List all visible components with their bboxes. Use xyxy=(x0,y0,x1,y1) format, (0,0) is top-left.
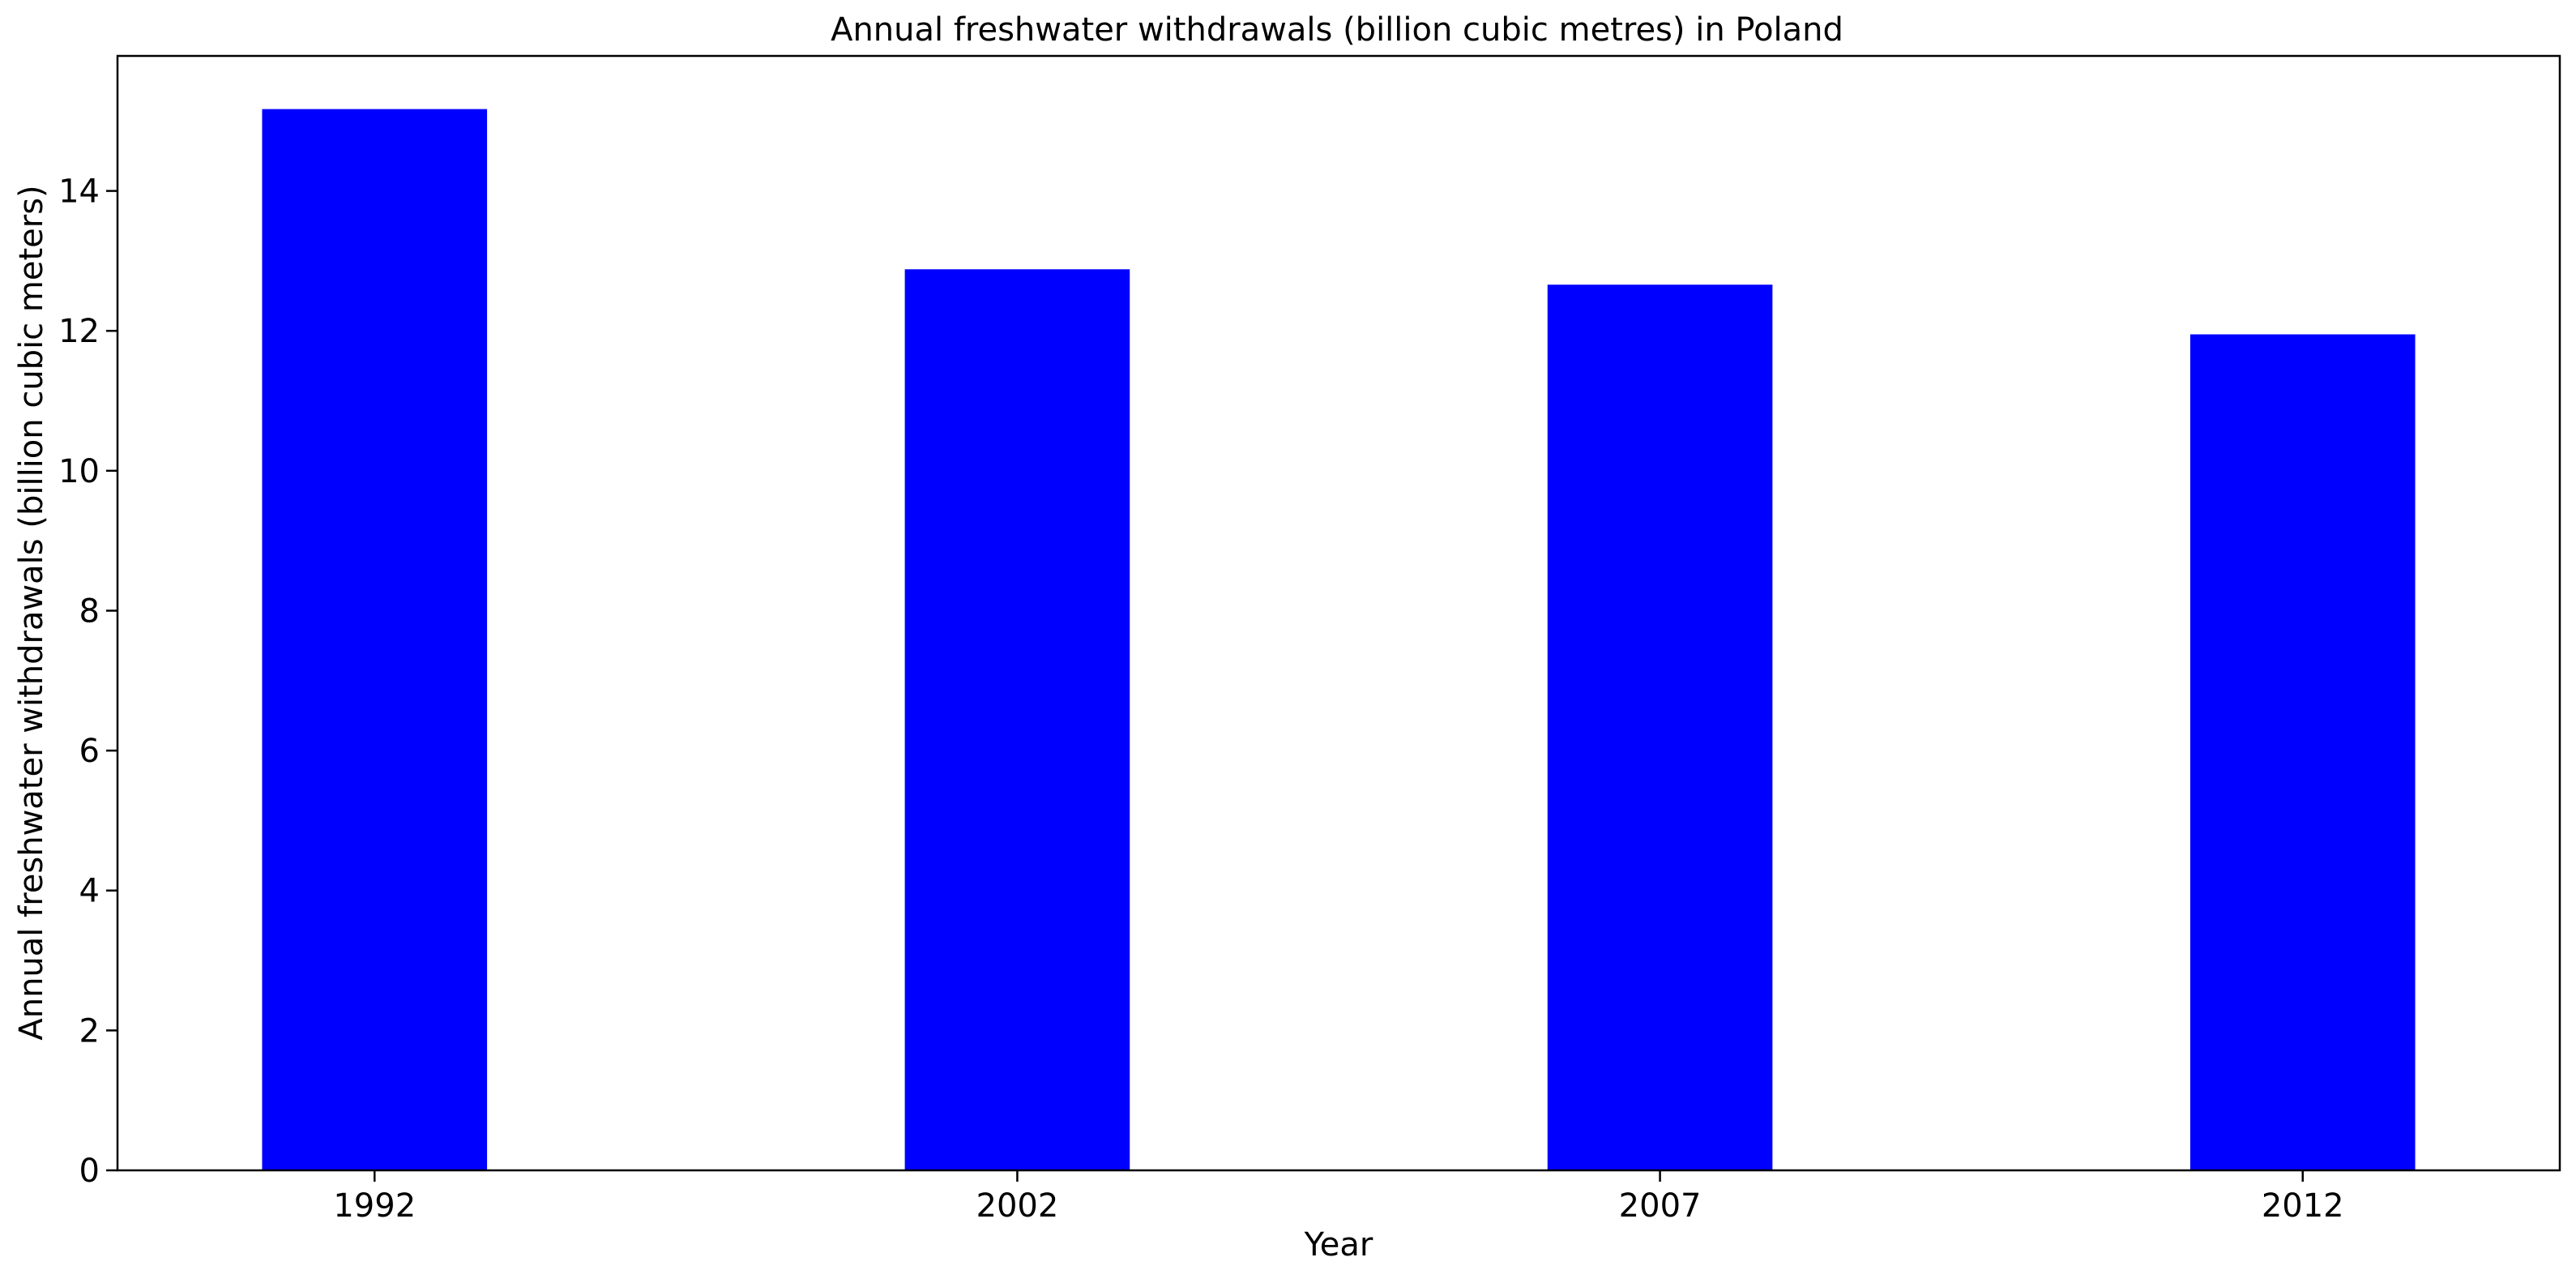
x-axis-label: Year xyxy=(1304,1226,1373,1264)
y-axis-label: Annual freshwater withdrawals (billion c… xyxy=(13,185,50,1040)
bars-group xyxy=(262,109,2416,1171)
bar-2007 xyxy=(1547,284,1773,1170)
chart-title: Annual freshwater withdrawals (billion c… xyxy=(831,11,1843,49)
x-tick-label: 2012 xyxy=(2262,1187,2344,1225)
bar-2012 xyxy=(2189,334,2416,1171)
bar-2002 xyxy=(904,269,1130,1171)
bar-1992 xyxy=(262,109,488,1171)
y-axis-ticks: 0 2 4 6 8 10 12 14 xyxy=(58,173,117,1190)
y-tick-label: 8 xyxy=(79,592,100,630)
x-tick-label: 1992 xyxy=(333,1187,416,1225)
y-tick-label: 12 xyxy=(58,313,100,350)
y-tick-label: 0 xyxy=(79,1153,100,1190)
y-tick-label: 14 xyxy=(58,173,100,211)
plot-area: 0 2 4 6 8 10 12 14 1992 2002 2007 2012 xyxy=(58,54,2561,1225)
x-tick-label: 2002 xyxy=(976,1187,1059,1225)
y-tick-label: 10 xyxy=(58,453,100,490)
axes-frame xyxy=(116,54,2561,1172)
y-tick-label: 4 xyxy=(79,873,100,910)
x-tick-label: 2007 xyxy=(1619,1187,1702,1225)
y-tick-label: 6 xyxy=(79,733,100,770)
y-tick-label: 2 xyxy=(79,1012,100,1050)
x-axis-ticks: 1992 2002 2007 2012 xyxy=(333,1170,2344,1225)
